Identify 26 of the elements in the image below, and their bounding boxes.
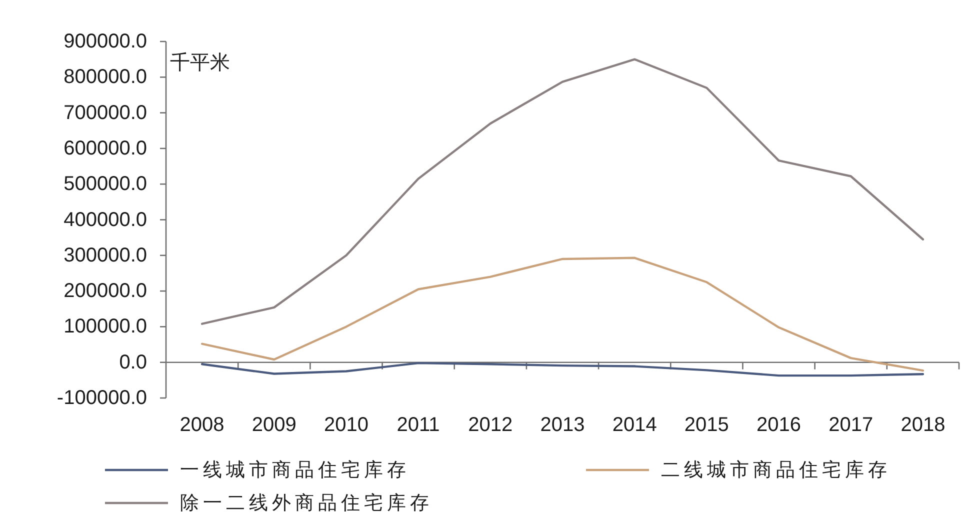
y-tick-label: 300000.0	[64, 244, 147, 266]
x-tick-label: 2011	[396, 414, 440, 436]
y-tick-label: 600000.0	[64, 137, 147, 160]
y-tick-label: 900000.0	[64, 30, 147, 52]
y-axis-title: 千平米	[170, 50, 230, 74]
y-tick-label: 200000.0	[64, 280, 147, 302]
y-tick-label: 100000.0	[64, 316, 147, 338]
x-tick-label: 2016	[756, 414, 802, 436]
legend-label: 除一二线外商品住宅库存	[180, 492, 433, 514]
y-tick-label: 0.0	[119, 351, 147, 374]
y-tick-label: 500000.0	[64, 173, 147, 196]
x-tick-label: 2015	[684, 414, 729, 436]
y-tick-label: 800000.0	[64, 66, 147, 88]
x-tick-label: 2010	[324, 414, 368, 436]
x-tick-label: 2008	[180, 414, 224, 436]
x-tick-label: 2018	[900, 414, 946, 436]
x-tick-label: 2012	[468, 414, 513, 436]
x-tick-label: 2009	[252, 414, 296, 436]
x-tick-label: 2017	[828, 414, 874, 436]
y-tick-label: 400000.0	[64, 208, 147, 231]
x-tick-label: 2013	[540, 414, 585, 436]
y-tick-label: 700000.0	[64, 102, 147, 124]
legend-label: 二线城市商品住宅库存	[661, 459, 891, 481]
x-tick-label: 2014	[612, 414, 657, 436]
legend-label: 一线城市商品住宅库存	[180, 459, 410, 481]
y-tick-label: -100000.0	[56, 387, 147, 409]
